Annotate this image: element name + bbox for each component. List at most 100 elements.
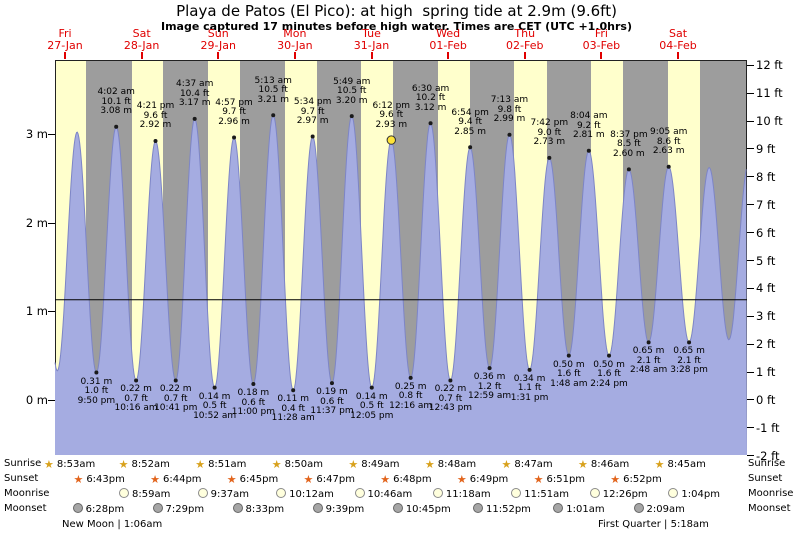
moonset-time: 8:33pm bbox=[245, 504, 285, 515]
moonset-moon-icon bbox=[633, 503, 644, 513]
sunset-row-label-left: Sunset bbox=[4, 473, 39, 484]
moonset-time: 10:45pm bbox=[405, 504, 451, 515]
moonset-entry: 8:33pm bbox=[232, 503, 285, 515]
day-label: Tue 31-Jan bbox=[336, 28, 408, 52]
day-tick bbox=[677, 52, 679, 59]
day-tick bbox=[217, 52, 220, 59]
sunset-entry: ★ 6:44pm bbox=[150, 473, 201, 486]
moonrise-moon-icon bbox=[589, 488, 600, 498]
sunrise-time: 8:52am bbox=[131, 459, 170, 470]
annotation-line: 0.22 m bbox=[434, 384, 467, 395]
moonrise-moon-icon bbox=[118, 488, 129, 498]
annotation-line: 9:50 pm bbox=[77, 395, 116, 406]
feet-tick bbox=[747, 176, 754, 178]
annotation-line: 0.50 m bbox=[552, 359, 585, 370]
annotation-line: 0.25 m bbox=[394, 381, 427, 392]
low-tide-annotation: 0.31 m 1.0 ft 9:50 pm bbox=[73, 376, 119, 407]
feet-tick bbox=[747, 427, 754, 429]
moonrise-entry: 11:51am bbox=[511, 488, 569, 500]
low-tide-annotation: 0.19 m 0.6 ft 11:37 pm bbox=[309, 388, 355, 417]
sunset-time: 6:51pm bbox=[546, 474, 586, 485]
annotation-line: 3.21 m bbox=[257, 94, 290, 105]
moonset-moon-icon bbox=[473, 503, 483, 513]
feet-tick-label: 10 ft bbox=[756, 114, 783, 129]
day-label: Mon 30-Jan bbox=[259, 28, 331, 52]
moonrise-time: 8:59am bbox=[131, 489, 171, 500]
sunset-sun-icon: ★ bbox=[73, 473, 84, 486]
sunset-time: 6:43pm bbox=[86, 474, 125, 485]
annotation-line: 0.19 m bbox=[316, 387, 348, 398]
annotation-line: 2.60 m bbox=[613, 148, 645, 159]
annotation-line: 11:37 pm bbox=[310, 406, 354, 417]
annotation-line: 8:04 am bbox=[570, 111, 608, 122]
day-name: Fri bbox=[594, 27, 608, 40]
annotation-line: 2.1 ft bbox=[677, 355, 701, 366]
sunrise-sun-icon: ★ bbox=[118, 458, 129, 471]
annotation-line: 11:28 am bbox=[271, 413, 315, 424]
moonset-time: 7:29pm bbox=[165, 504, 205, 515]
sunset-entry: ★ 6:49pm bbox=[457, 473, 508, 486]
annotation-line: 8.5 ft bbox=[617, 139, 641, 150]
low-tide-annotation: 0.65 m 2.1 ft 2:48 am bbox=[626, 347, 672, 376]
sunrise-entry: ★ 8:45am bbox=[655, 458, 706, 471]
annotation-line: 2.81 m bbox=[572, 130, 605, 141]
high-tide-annotation: 6:30 am 10.2 ft 3.12 m bbox=[408, 83, 454, 114]
annotation-line: 2.93 m bbox=[375, 119, 408, 130]
moonset-time: 1:01am bbox=[566, 504, 605, 515]
high-tide-annotation: 4:57 pm 9.7 ft 2.96 m bbox=[211, 98, 257, 128]
capture-note: Image captured 17 minutes before high wa… bbox=[161, 20, 632, 33]
annotation-line: 8:37 pm bbox=[610, 129, 648, 140]
meters-tick-label: 3 m bbox=[25, 126, 48, 141]
moonset-entry: 6:28pm bbox=[72, 503, 125, 515]
annotation-line: 8.6 ft bbox=[656, 136, 681, 147]
annotation-line: 0.5 ft bbox=[359, 401, 384, 412]
high-tide-annotation: 4:02 am 10.1 ft 3.08 m bbox=[93, 88, 139, 117]
annotation-line: 4:37 am bbox=[175, 79, 214, 90]
annotation-line: 0.5 ft bbox=[202, 401, 227, 412]
low-tide-annotation: 0.36 m 1.2 ft 12:59 am bbox=[467, 373, 513, 402]
low-tide-annotation: 0.18 m 0.6 ft 11:00 pm bbox=[230, 389, 276, 418]
annotation-line: 6:30 am bbox=[411, 83, 450, 94]
sunset-entry: ★ 6:45pm bbox=[227, 473, 278, 486]
high-tide-annotation: 9:05 am 8.6 ft 2.63 m bbox=[646, 128, 692, 157]
moonrise-moon-icon bbox=[276, 488, 287, 498]
meters-tick bbox=[48, 400, 55, 401]
annotation-line: 9.4 ft bbox=[458, 117, 482, 128]
moonrise-time: 9:37am bbox=[210, 489, 249, 500]
moonrise-moon-icon bbox=[432, 488, 443, 498]
annotation-line: 0.6 ft bbox=[320, 396, 344, 407]
low-tide-annotation: 0.11 m 0.4 ft 11:28 am bbox=[270, 395, 316, 424]
annotation-line: 0.65 m bbox=[632, 346, 665, 357]
annotation-line: 2.63 m bbox=[652, 146, 685, 157]
annotation-line: 9.0 ft bbox=[537, 127, 562, 138]
moonrise-entry: 9:37am bbox=[197, 488, 249, 500]
annotation-line: 10.4 ft bbox=[179, 88, 210, 99]
annotation-line: 7:42 pm bbox=[530, 118, 569, 129]
day-label: Sat 04-Feb bbox=[642, 28, 714, 52]
feet-tick bbox=[747, 455, 754, 457]
moonset-moon-icon bbox=[152, 503, 163, 513]
low-tide-annotation: 0.34 m 1.1 ft 1:31 pm bbox=[507, 374, 553, 404]
moonrise-entry: 1:04pm bbox=[668, 488, 720, 500]
annotation-line: 0.65 m bbox=[673, 346, 705, 357]
day-tick bbox=[447, 52, 450, 59]
sunrise-entry: ★ 8:53am bbox=[44, 458, 95, 471]
high-tide-annotation: 6:54 pm 9.4 ft 2.85 m bbox=[447, 108, 493, 138]
new-moon-phase: New Moon | 1:06am bbox=[62, 519, 163, 530]
annotation-line: 2.73 m bbox=[533, 137, 566, 148]
moonset-time: 6:28pm bbox=[85, 504, 125, 515]
moonset-moon-icon bbox=[72, 503, 83, 513]
annotation-line: 2.85 m bbox=[454, 126, 486, 137]
moonrise-time: 12:26pm bbox=[602, 489, 648, 500]
moonset-time: 11:52pm bbox=[486, 504, 531, 515]
annotation-line: 0.31 m bbox=[80, 376, 113, 387]
moonrise-entry: 11:18am bbox=[432, 488, 491, 500]
moonset-moon-icon bbox=[392, 503, 403, 513]
moonrise-entry: 10:46am bbox=[354, 488, 412, 500]
sunrise-time: 8:45am bbox=[667, 459, 706, 470]
day-tick bbox=[370, 52, 373, 59]
feet-tick bbox=[747, 120, 754, 122]
sunset-entry: ★ 6:51pm bbox=[534, 473, 585, 486]
annotation-line: 12:16 am bbox=[389, 400, 433, 411]
day-tick bbox=[64, 52, 66, 59]
